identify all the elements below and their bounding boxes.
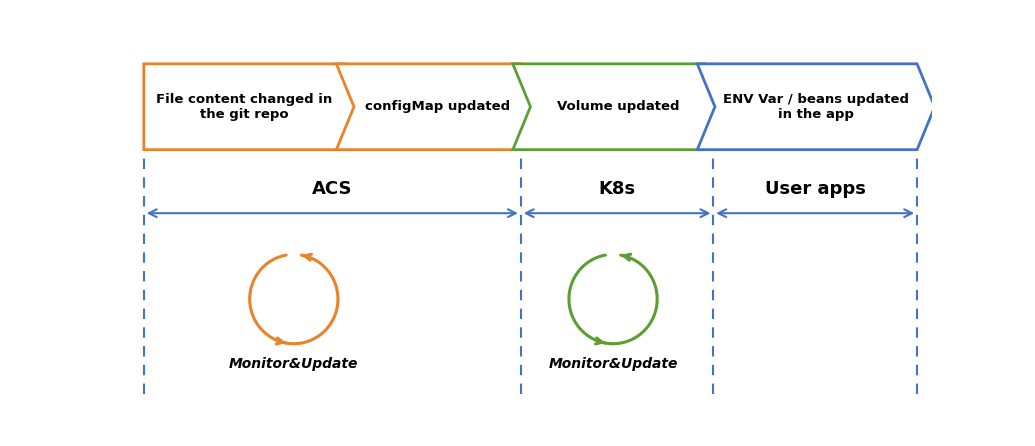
Polygon shape [698, 64, 935, 150]
Text: K8s: K8s [598, 180, 635, 198]
Text: File content changed in
the git repo: File content changed in the git repo [156, 93, 332, 121]
Text: ENV Var / beans updated
in the app: ENV Var / beans updated in the app [723, 93, 909, 121]
Text: configMap updated: configMap updated [364, 100, 510, 113]
Text: User apps: User apps [765, 180, 865, 198]
Text: Monitor&Update: Monitor&Update [549, 357, 678, 372]
Text: Monitor&Update: Monitor&Update [229, 357, 358, 372]
Polygon shape [512, 64, 722, 150]
Text: Volume updated: Volume updated [557, 100, 679, 113]
Polygon shape [336, 64, 538, 150]
Text: ACS: ACS [313, 180, 353, 198]
Polygon shape [144, 64, 362, 150]
